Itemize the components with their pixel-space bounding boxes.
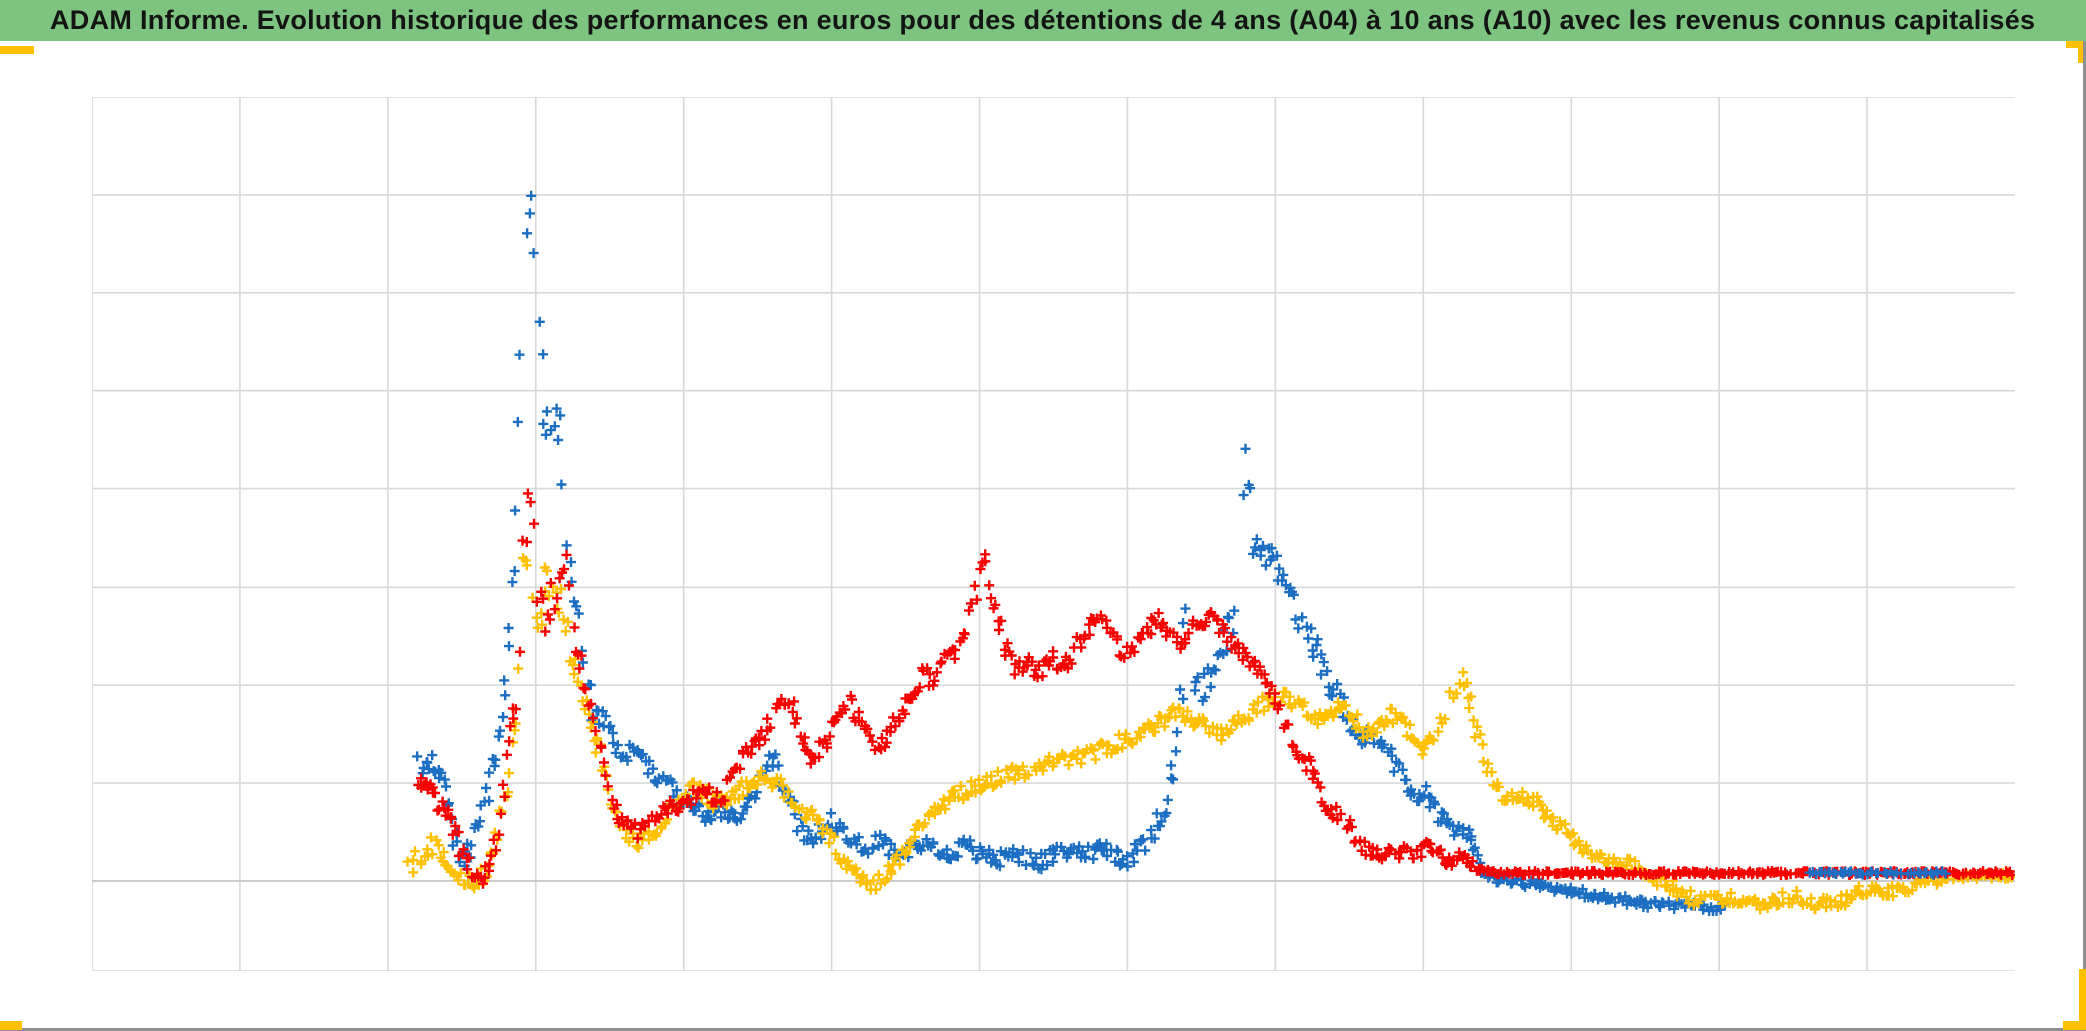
accent-mark-top-left	[0, 46, 34, 54]
series-yellow	[402, 553, 2015, 915]
chart-area	[92, 97, 2015, 971]
performance-scatter-chart	[92, 97, 2015, 971]
header-bar: ADAM Informe. Evolution historique des p…	[0, 0, 2086, 41]
accent-mark-bottom-right-v	[2079, 969, 2086, 1022]
page-edge-right	[2083, 41, 2086, 1031]
series-blue	[412, 190, 1730, 916]
series-blue	[1804, 866, 1951, 880]
accent-mark-top-right-v	[2078, 41, 2086, 63]
accent-mark-bottom-right-h	[2063, 1021, 2086, 1030]
accent-mark-top-right-h	[2066, 41, 2086, 48]
accent-mark-bottom-left	[0, 1021, 22, 1030]
page-edge-bottom	[0, 1028, 2086, 1031]
series-red	[413, 488, 2015, 889]
page-title: ADAM Informe. Evolution historique des p…	[50, 5, 2036, 35]
